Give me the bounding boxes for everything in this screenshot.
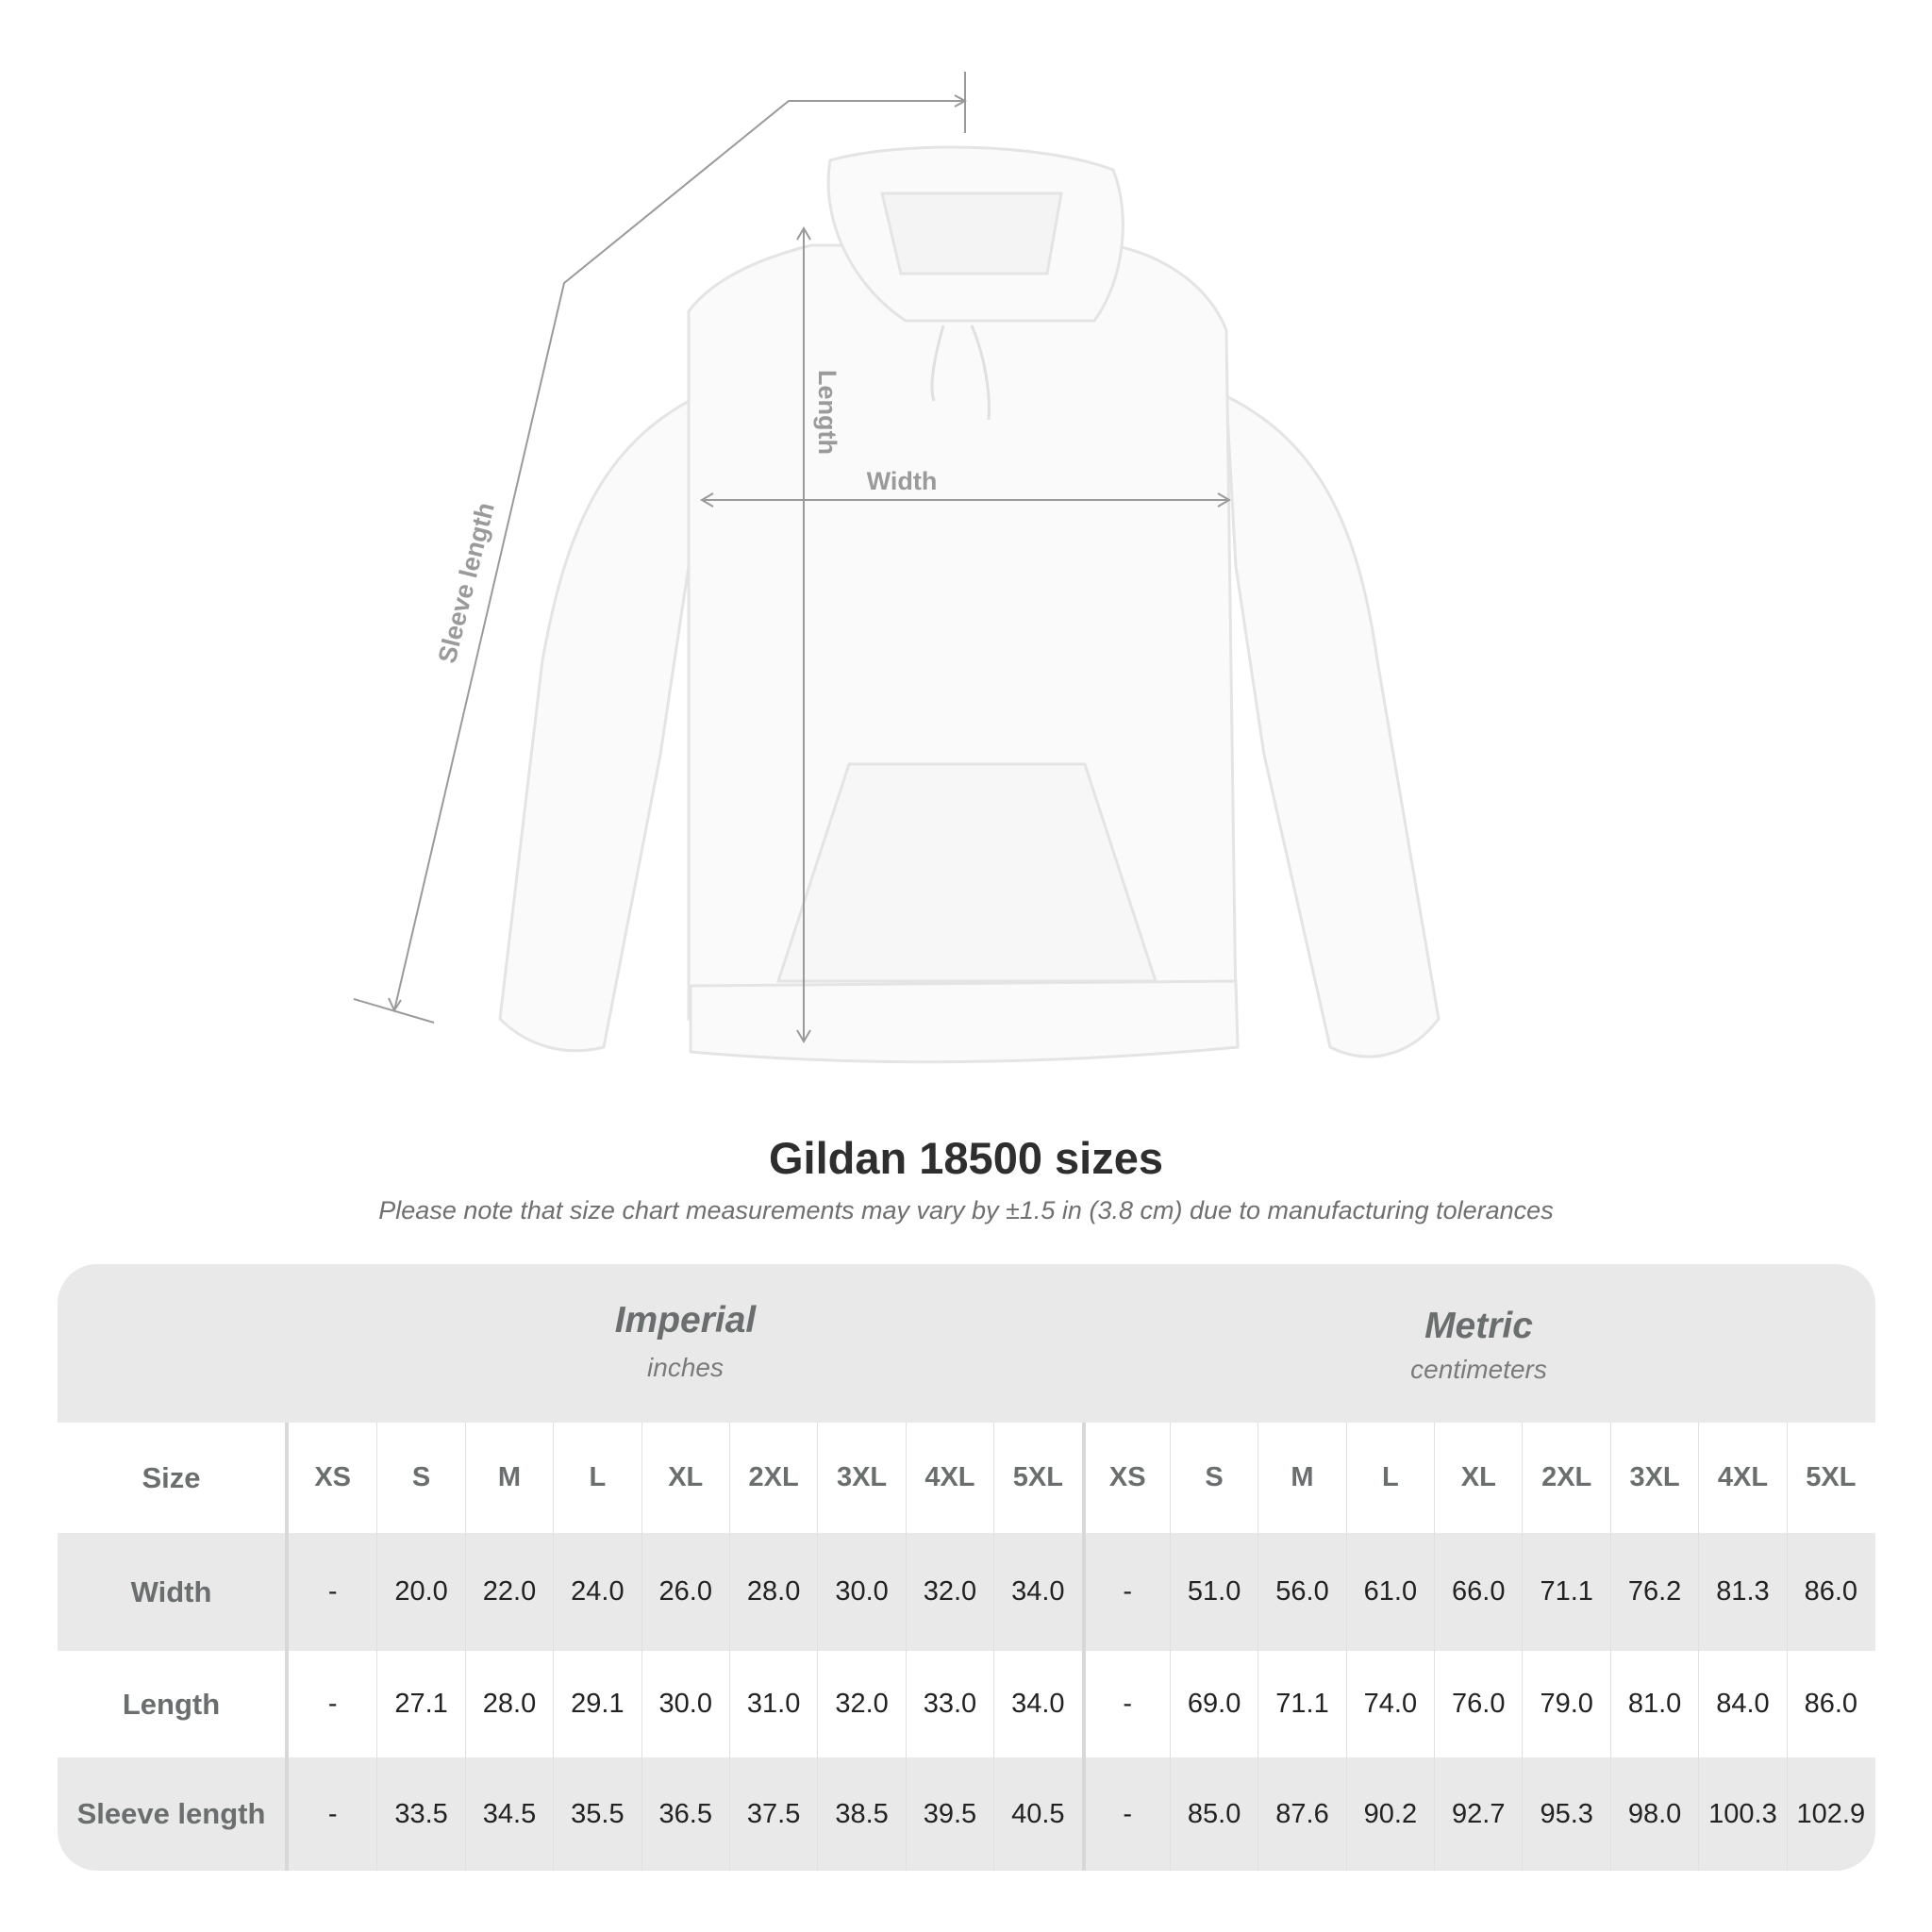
metric-cell: -: [1081, 1757, 1170, 1871]
hoodie-illustration: [498, 145, 1441, 1064]
imperial-cell: -: [327, 1576, 338, 1607]
metric-cell: 3XL: [1609, 1423, 1698, 1533]
metric-cell: 100.3: [1698, 1757, 1786, 1871]
imperial-cell: 34.0: [993, 1533, 1081, 1651]
imperial-cell: XL: [641, 1423, 729, 1533]
imperial-cell: 34.5: [464, 1757, 553, 1871]
metric-header: Metric centimeters: [1082, 1264, 1875, 1423]
imperial-cell: 28.0: [464, 1651, 553, 1757]
length-label: Length: [813, 370, 841, 455]
measurement-lines: [353, 72, 1231, 1043]
metric-cell: 69.0: [1169, 1651, 1257, 1757]
imperial-cell: 30.0: [641, 1651, 729, 1757]
imperial-cell: 4XL: [905, 1423, 993, 1533]
metric-cell: 86.0: [1786, 1651, 1874, 1757]
tolerance-note: Please note that size chart measurements…: [378, 1196, 1554, 1224]
imperial-cell: -: [327, 1798, 338, 1829]
imperial-cell: 28.0: [728, 1533, 817, 1651]
metric-cell: 61.0: [1345, 1533, 1434, 1651]
metric-cell: 76.2: [1609, 1533, 1698, 1651]
metric-cell: 76.0: [1434, 1651, 1522, 1757]
row-label: Sleeve length: [58, 1757, 289, 1871]
metric-cell: XS: [1081, 1423, 1170, 1533]
size-table: Imperial inches Metric centimeters Size X…: [58, 1264, 1875, 1871]
width-row: Width -20.0 22.0 24.0 26.0 28.0 30.0 32.0 34.0-5…: [58, 1533, 1875, 1651]
imperial-cell: 35.5: [553, 1757, 641, 1871]
imperial-cell: 31.0: [728, 1651, 817, 1757]
metric-cell: 84.0: [1698, 1651, 1786, 1757]
metric-cell: 56.0: [1257, 1533, 1345, 1651]
metric-cell: -: [1081, 1533, 1170, 1651]
metric-cell: 2XL: [1522, 1423, 1609, 1533]
metric-cell: 66.0: [1434, 1533, 1522, 1651]
imperial-cell: 27.1: [376, 1651, 464, 1757]
imperial-cell: 34.0: [993, 1651, 1081, 1757]
imperial-cell: 22.0: [464, 1533, 553, 1651]
length-row: Length -27.1 28.0 29.1 30.0 31.0 32.0 33.0 34.0-…: [58, 1651, 1875, 1757]
metric-title: Metric: [1424, 1306, 1533, 1346]
imperial-cell: 33.5: [376, 1757, 464, 1871]
metric-cell: 87.6: [1257, 1757, 1345, 1871]
imperial-cell: L: [553, 1423, 641, 1533]
imperial-cell: 38.5: [817, 1757, 905, 1871]
metric-cell: 51.0: [1169, 1533, 1257, 1651]
imperial-cell: S: [376, 1423, 464, 1533]
imperial-title: Imperial: [614, 1300, 757, 1341]
hoodie-diagram: Sleeve length Length Width: [353, 72, 1441, 1064]
metric-cell: L: [1345, 1423, 1434, 1533]
metric-cell: -: [1081, 1651, 1170, 1757]
metric-cell: 92.7: [1434, 1757, 1522, 1871]
imperial-cell: 20.0: [376, 1533, 464, 1651]
imperial-cell: 2XL: [728, 1423, 817, 1533]
sleeve-length-label: Sleeve length: [433, 500, 500, 666]
row-label: Width: [58, 1533, 289, 1651]
metric-cell: 85.0: [1169, 1757, 1257, 1871]
metric-cell: 4XL: [1698, 1423, 1786, 1533]
imperial-cell: 29.1: [553, 1651, 641, 1757]
imperial-cell: M: [464, 1423, 553, 1533]
metric-cell: 71.1: [1257, 1651, 1345, 1757]
row-label: Size: [58, 1423, 289, 1533]
imperial-cell: 40.5: [993, 1757, 1081, 1871]
imperial-cell: 5XL: [993, 1423, 1081, 1533]
metric-cell: 79.0: [1522, 1651, 1609, 1757]
imperial-cell: 3XL: [817, 1423, 905, 1533]
metric-cell: 81.0: [1609, 1651, 1698, 1757]
metric-cell: 102.9: [1786, 1757, 1874, 1871]
imperial-cell: 36.5: [641, 1757, 729, 1871]
imperial-unit: inches: [647, 1353, 724, 1382]
metric-unit: centimeters: [1410, 1355, 1547, 1384]
metric-cell: 5XL: [1786, 1423, 1874, 1533]
imperial-header: Imperial inches: [289, 1264, 1082, 1423]
metric-cell: 71.1: [1522, 1533, 1609, 1651]
metric-cell: S: [1169, 1423, 1257, 1533]
row-label: Length: [58, 1651, 289, 1757]
width-label: Width: [867, 467, 938, 495]
metric-cell: 90.2: [1345, 1757, 1434, 1871]
imperial-cell: 26.0: [641, 1533, 729, 1651]
metric-cell: 98.0: [1609, 1757, 1698, 1871]
metric-cell: 86.0: [1786, 1533, 1874, 1651]
metric-cell: M: [1257, 1423, 1345, 1533]
imperial-cell: XS: [314, 1462, 352, 1492]
imperial-cell: 33.0: [905, 1651, 993, 1757]
imperial-cell: 37.5: [728, 1757, 817, 1871]
imperial-cell: 24.0: [553, 1533, 641, 1651]
imperial-cell: 39.5: [905, 1757, 993, 1871]
metric-cell: 74.0: [1345, 1651, 1434, 1757]
imperial-cell: 32.0: [817, 1651, 905, 1757]
metric-cell: 95.3: [1522, 1757, 1609, 1871]
metric-cell: 81.3: [1698, 1533, 1786, 1651]
metric-cell: XL: [1434, 1423, 1522, 1533]
page-title: Gildan 18500 sizes: [768, 1133, 1164, 1183]
sleeve-length-row: Sleeve length - 33.5 34.5 35.5 36.5 37.5 38.5 39…: [58, 1757, 1875, 1871]
size-row: Size XS S M L XL 2XL 3XL 4XL 5XL XS S M L XL 2XL 3XL 4XL 5…: [58, 1423, 1875, 1533]
imperial-cell: 32.0: [905, 1533, 993, 1651]
imperial-cell: -: [327, 1689, 338, 1719]
imperial-cell: 30.0: [817, 1533, 905, 1651]
